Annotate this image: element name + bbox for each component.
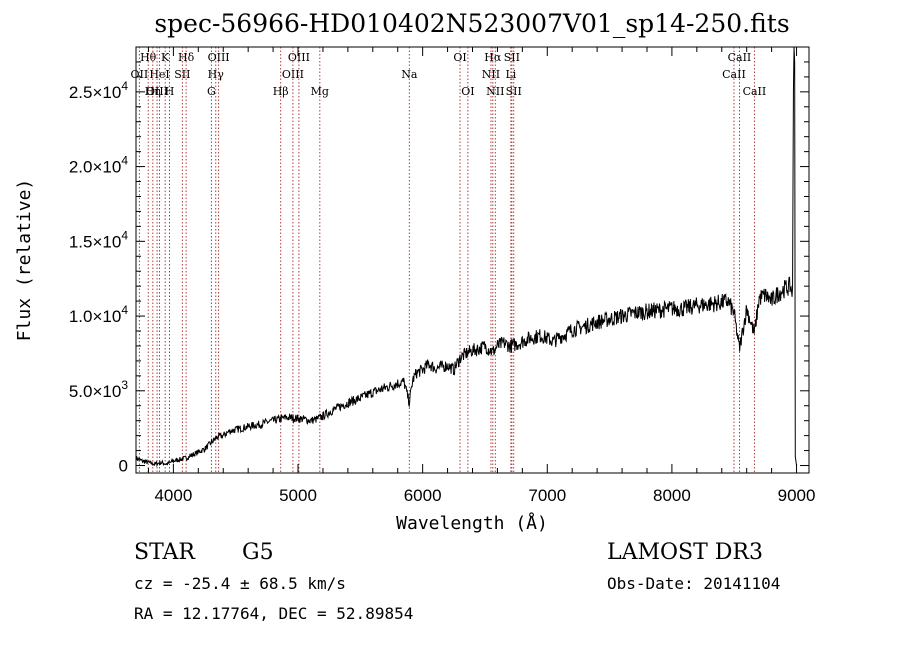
line-label-12: Hβ: [273, 85, 289, 98]
y-tick-label: 2.5×104: [69, 79, 128, 102]
y-tick-label: 1.0×104: [69, 303, 128, 326]
y-tick-label: 2.0×104: [69, 154, 128, 177]
line-label-20: SII: [504, 51, 520, 64]
spectrum-series: [135, 46, 798, 468]
y-axis: 0 5.0×103 1.0×104 1.5×104 2.0×104 2.5×104: [69, 61, 809, 476]
line-label-7: H: [165, 85, 175, 98]
line-label-2: OIII: [146, 85, 168, 98]
line-label-8: Hδ: [178, 51, 195, 64]
line-label-25: CaII: [728, 51, 752, 64]
line-label-6: SII: [174, 68, 190, 81]
line-label-10: Hγ: [208, 68, 225, 81]
y-axis-label: Flux (relative): [14, 179, 35, 342]
survey-name: LAMOST DR3: [607, 540, 763, 565]
line-label-9: OIII: [208, 51, 230, 64]
line-label-27: CaII: [743, 85, 767, 98]
x-tick-label: 8000: [653, 486, 691, 505]
line-label-17: OI: [453, 51, 466, 64]
line-label-18: OI: [461, 85, 474, 98]
obs-date: Obs-Date: 20141104: [607, 574, 781, 593]
line-label-3: Hη: [145, 85, 161, 98]
line-label-26: CaII: [722, 68, 746, 81]
line-label-1: OII: [131, 68, 149, 81]
line-label-15: Mg: [311, 85, 329, 98]
spectral-line-markers: [138, 47, 755, 473]
line-label-21: NII: [482, 68, 500, 81]
line-label-24: SII: [506, 85, 522, 98]
x-tick-label: 5000: [279, 486, 317, 505]
line-label-5: K: [161, 51, 170, 64]
spectral-class: G5: [242, 540, 274, 565]
object-type: STAR: [134, 540, 195, 565]
spectrum-line: [135, 46, 798, 468]
line-label-16: Na: [401, 68, 418, 81]
line-label-4: HeI: [149, 68, 169, 81]
x-tick-label: 7000: [528, 486, 566, 505]
plot-frame: [135, 46, 810, 474]
y-tick-label: 5.0×103: [69, 378, 128, 401]
line-label-13: OIII: [288, 51, 310, 64]
chart-title: spec-56966-HD010402N523007V01_sp14-250.f…: [154, 9, 789, 38]
x-tick-label: 9000: [778, 486, 816, 505]
x-axis-label: Wavelength (Å): [396, 512, 548, 534]
line-label-0: Hθ: [140, 51, 157, 64]
coordinates: RA = 12.17764, DEC = 52.89854: [134, 604, 414, 623]
y-tick-label: 0: [119, 457, 128, 476]
x-tick-label: 4000: [154, 486, 192, 505]
redshift-info: cz = -25.4 ± 68.5 km/s: [134, 574, 346, 593]
line-label-19: Hα: [484, 51, 502, 64]
line-label-11: G: [207, 85, 216, 98]
line-label-14: OIII: [282, 68, 304, 81]
x-axis: 4000 5000 6000 7000 8000 9000: [147, 47, 816, 505]
x-tick-label: 6000: [404, 486, 442, 505]
y-tick-label: 1.5×104: [69, 228, 128, 251]
line-label-23: NII: [486, 85, 504, 98]
line-label-22: Li: [505, 68, 516, 81]
